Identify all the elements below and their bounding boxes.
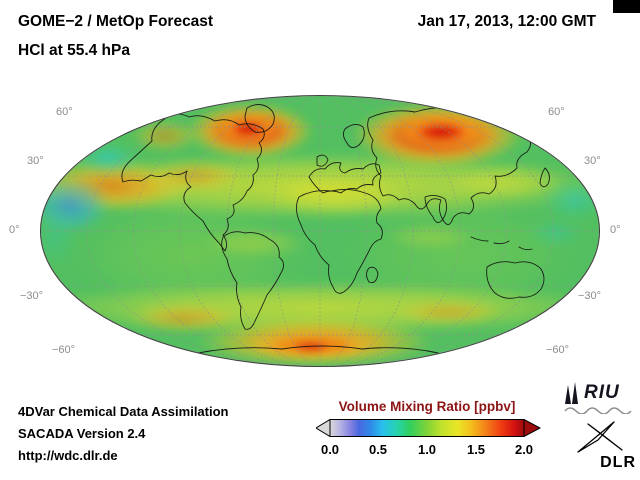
map-ellipse-outline (39, 94, 601, 368)
lat-label-right-m30: −30° (578, 290, 602, 302)
colorbar-gradient (329, 419, 525, 437)
lat-label-right-30: 30° (584, 155, 601, 167)
corner-black-box (613, 0, 640, 13)
page-title-line2: HCl at 55.4 hPa (18, 42, 130, 59)
lat-label-right-0: 0° (610, 224, 621, 236)
colorbar-tick-1: 0.5 (368, 442, 388, 457)
colorbar-tick-3: 1.5 (466, 442, 486, 457)
lat-label-right-60: 60° (548, 106, 565, 118)
dlr-logo: DLR (576, 418, 636, 472)
lat-label-left-30: 30° (27, 155, 44, 167)
lat-label-left-m30: −30° (20, 290, 44, 302)
colorbar-tick-2: 1.0 (417, 442, 437, 457)
lat-label-left-0: 0° (9, 224, 20, 236)
datetime-label: Jan 17, 2013, 12:00 GMT (417, 13, 596, 30)
colorbar-right-arrow (523, 419, 542, 437)
footer-url-label: http://wdc.dlr.de (18, 448, 118, 463)
dlr-emblem-icon (577, 421, 623, 453)
dlr-logo-text: DLR (600, 454, 636, 471)
colorbar-left-arrow (316, 419, 331, 437)
hcl-field (41, 102, 599, 366)
riu-cathedral-icon (565, 382, 578, 404)
lat-label-left-m60: −60° (52, 344, 76, 356)
footer-version-label: SACADA Version 2.4 (18, 426, 146, 441)
footer-assimilation-label: 4DVar Chemical Data Assimilation (18, 404, 229, 419)
lat-label-left-60: 60° (56, 106, 73, 118)
page-title-line1: GOME−2 / MetOp Forecast (18, 13, 214, 30)
riu-wave-icon (564, 407, 632, 414)
colorbar-tick-4: 2.0 (514, 442, 534, 457)
lat-label-right-m60: −60° (546, 344, 570, 356)
colorbar (316, 419, 542, 437)
colorbar-tick-0: 0.0 (320, 442, 340, 457)
riu-logo-text: RIU (584, 382, 620, 403)
riu-logo: RIU (564, 382, 636, 414)
colorbar-title: Volume Mixing Ratio [ppbv] (338, 399, 516, 414)
